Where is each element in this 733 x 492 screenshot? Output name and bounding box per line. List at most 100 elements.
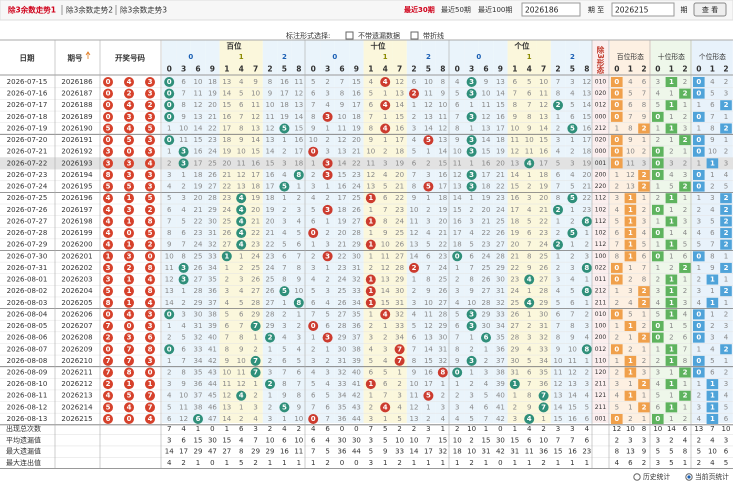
range-link[interactable]: 最近50期 [441, 5, 471, 14]
view-button-label[interactable]: 查 看 [702, 5, 718, 14]
omission: 1 [225, 264, 229, 272]
form-omission: 1 [628, 403, 632, 411]
form-hit-value: 2 [683, 136, 688, 144]
date: 2026-08-08 [7, 357, 48, 365]
range-link[interactable]: 最近100期 [478, 5, 512, 14]
hit-ball [466, 169, 477, 180]
view-button[interactable] [693, 2, 727, 17]
omission: 11 [237, 369, 246, 377]
digit-header: 8 [296, 65, 301, 74]
draw-number: 1 [127, 287, 132, 295]
stat-form-value: 13 [626, 448, 635, 456]
hit-number: 0 [455, 369, 460, 377]
draw-ball [145, 88, 155, 99]
stat-value: 9 [383, 448, 387, 456]
stat-form-value: 2 [615, 436, 619, 444]
omission: 1 [297, 183, 301, 191]
omission: 35 [539, 369, 548, 377]
form-omission: 3 [642, 369, 646, 377]
form-hit-value: 2 [683, 264, 688, 272]
draw-number: 1 [127, 276, 132, 284]
omission: 2 [527, 183, 531, 191]
omission: 2 [297, 194, 301, 202]
omission: 28 [438, 310, 447, 318]
omission: 13 [294, 101, 303, 109]
hit-number: 2 [268, 380, 273, 388]
date: 2026-07-16 [7, 90, 48, 98]
draw-ball [124, 228, 134, 239]
period: 2026190 [61, 124, 92, 132]
input-from[interactable] [521, 2, 581, 17]
checkbox[interactable] [410, 31, 419, 40]
stat-form-value: 2 [697, 436, 701, 444]
form-omission: 1 [628, 380, 632, 388]
omission: 6 [484, 403, 489, 411]
omission: 8 [441, 78, 445, 86]
form-omission: 3 [683, 124, 687, 132]
form-hit-value: 1 [628, 252, 633, 260]
hit-ball [466, 111, 477, 122]
tab[interactable]: 除3余数走势2 [66, 5, 113, 15]
form-hit [720, 228, 732, 239]
form-hit-value: 2 [724, 264, 729, 272]
checkbox[interactable] [345, 31, 354, 40]
omission: 5 [383, 183, 387, 191]
omission: 22 [438, 241, 447, 249]
omission: 3 [369, 334, 373, 342]
omission: 16 [338, 183, 347, 191]
hit-number: 3 [325, 334, 330, 342]
form-omission: 1 [656, 345, 660, 353]
draw-ball [124, 100, 134, 111]
stat-value: 1 [297, 459, 301, 467]
position-name: 百位 [227, 41, 242, 51]
omission: 26 [222, 229, 231, 237]
form-value: 010 [595, 79, 607, 86]
hit-number: 0 [167, 113, 172, 121]
omission: 2 [239, 264, 243, 272]
draw-number: 6 [148, 334, 153, 342]
form-omission: 5 [656, 310, 660, 318]
stat-value: 0 [354, 459, 358, 467]
radio[interactable] [633, 473, 641, 481]
omission: 26 [251, 276, 260, 284]
omission: 19 [438, 206, 447, 214]
omission: 8 [225, 345, 229, 353]
form-hit-value: 0 [655, 206, 660, 214]
tab[interactable]: 除3余数走势3 [120, 5, 167, 15]
form-hit-value: 0 [614, 78, 619, 86]
omission: 11 [410, 217, 419, 225]
omission: 23 [582, 206, 591, 214]
input-to[interactable] [611, 2, 675, 17]
position-name: 个位 [514, 41, 530, 51]
omission: 5 [455, 310, 459, 318]
hit-number: 4 [239, 241, 244, 249]
omission: 6 [412, 159, 417, 167]
omission: 27 [352, 217, 361, 225]
hit-number: 3 [469, 136, 474, 144]
form-value: 212 [595, 288, 607, 295]
stat-value: 30 [208, 436, 217, 444]
tab[interactable]: 除3余数走势1 [8, 5, 56, 15]
hit-number: 8 [296, 299, 301, 307]
omission: 8 [383, 217, 387, 225]
draw-number: 3 [106, 264, 111, 272]
omission: 2 [397, 380, 401, 388]
draw-ball [145, 262, 155, 273]
draw-ball [145, 123, 155, 134]
omission: 27 [496, 241, 505, 249]
omission: 19 [510, 229, 519, 237]
draw-number: 3 [148, 90, 153, 98]
hit-number: 3 [469, 183, 474, 191]
draw-ball [124, 216, 134, 227]
draw-number: 2 [106, 334, 111, 342]
omission: 1 [325, 345, 329, 353]
omission: 1 [167, 357, 171, 365]
form-omission: 1 [642, 194, 646, 202]
omission: 12 [410, 229, 419, 237]
omission: 10 [510, 124, 519, 132]
draw-ball [103, 216, 113, 227]
range-link[interactable]: 最近30期 [404, 5, 435, 14]
omission: 7 [239, 322, 243, 330]
form-omission: 6 [710, 229, 715, 237]
omission: 2 [297, 322, 301, 330]
